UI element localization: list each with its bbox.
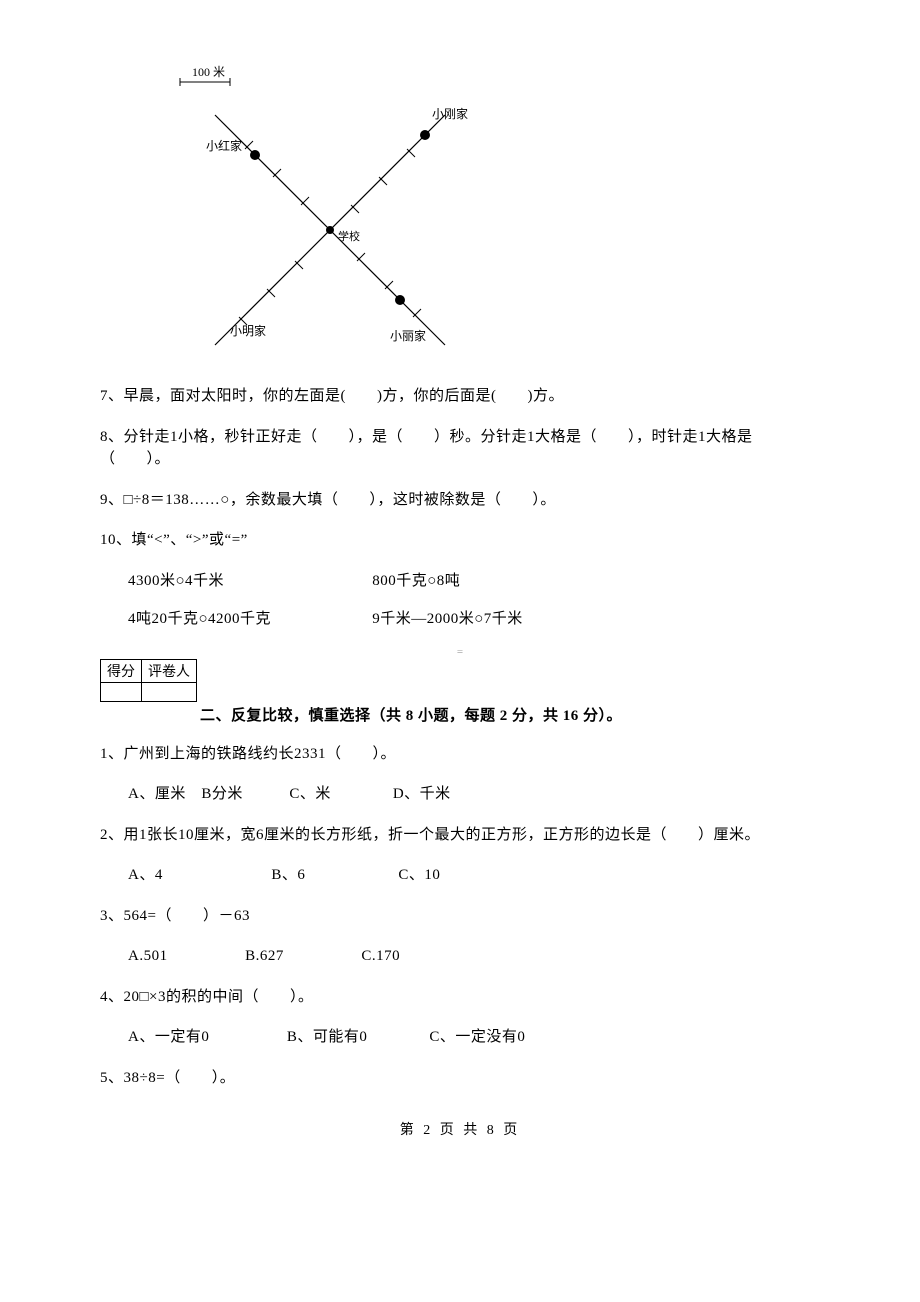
score-cell-1: 得分 [101,659,142,682]
score-table: 得分 评卷人 [100,659,197,702]
label-sw: 小明家 [230,323,266,338]
question-10-head: 10、填“<”、“>”或“=” [100,529,820,552]
center-label: 学校 [338,229,360,243]
s2-q3: 3、564=（ ）－63 [100,905,820,928]
s2-q2-options: A、4 B、6 C、10 [100,864,820,887]
question-7: 7、早晨，面对太阳时，你的左面是( )方，你的后面是( )方。 [100,385,820,408]
s2-q4: 4、20□×3的积的中间（ ）。 [100,986,820,1009]
question-8: 8、分针走1小格，秒针正好走（ ），是（ ）秒。分针走1大格是（ ），时针走1大… [100,426,820,471]
direction-diagram: 100 米 [160,60,820,365]
label-ne: 小刚家 [432,106,468,121]
label-se: 小丽家 [390,328,426,343]
question-10-line1: 4300米○4千米 800千克○8吨 [100,570,820,593]
s2-q2: 2、用1张长10厘米，宽6厘米的长方形纸，折一个最大的正方形，正方形的边长是（ … [100,824,820,847]
s2-q1: 1、广州到上海的铁路线约长2331（ ）。 [100,743,820,766]
section-2-title: 二、反复比较，慎重选择（共 8 小题，每题 2 分，共 16 分）。 [200,704,622,725]
page-footer: 第 2 页 共 8 页 [100,1119,820,1139]
center-mark: = [457,646,463,658]
question-10-line2: 4吨20千克○4200千克 9千米—2000米○7千米 [100,608,820,631]
s2-q3-options: A.501 B.627 C.170 [100,945,820,968]
scale-label: 100 米 [192,65,225,79]
s2-q4-options: A、一定有0 B、可能有0 C、一定没有0 [100,1026,820,1049]
label-nw: 小红家 [206,138,242,153]
s2-q1-options: A、厘米 B分米 C、米 D、千米 [100,783,820,806]
score-cell-2: 评卷人 [142,659,197,682]
question-9: 9、□÷8＝138……○，余数最大填（ ），这时被除数是（ ）。 [100,489,820,512]
s2-q5: 5、38÷8=（ ）。 [100,1067,820,1090]
